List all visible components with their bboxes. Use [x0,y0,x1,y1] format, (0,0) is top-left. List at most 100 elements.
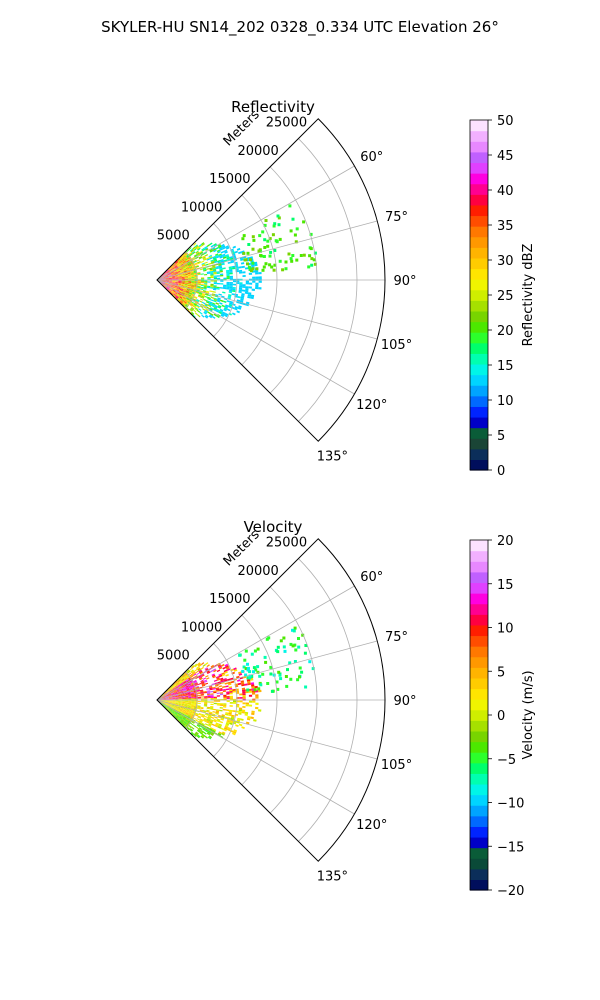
data-cell [202,256,206,259]
data-cell [165,281,169,282]
colorbar-tick-label: 15 [497,359,514,374]
data-cell [171,686,175,689]
data-cell [204,701,208,703]
data-cell [184,697,189,699]
data-cell [197,280,201,282]
data-cell [204,280,208,282]
data-cell [304,685,308,689]
data-cell [184,714,188,717]
data-cell [288,661,292,665]
data-cell [176,714,180,718]
data-cell [188,725,192,729]
data-cell [181,258,185,262]
data-cell [177,287,181,289]
data-cell [176,294,180,298]
data-cell [184,273,188,275]
data-cell [199,689,204,692]
data-cell [186,680,190,683]
data-cell [191,701,195,702]
data-cell [189,290,193,293]
data-cell [176,682,180,686]
data-cell [177,713,181,716]
data-cell [168,695,172,697]
data-cell [251,684,255,687]
data-cell [165,698,169,700]
data-cell [178,259,182,263]
data-cell [216,692,220,695]
data-cell [169,708,172,711]
data-cell [187,286,191,289]
data-cell [165,278,169,280]
data-cell [184,285,188,287]
data-cell [165,281,169,283]
data-cell [165,707,169,711]
data-cell [175,278,179,279]
colorbar-swatch [470,550,488,562]
data-cell [257,687,261,691]
data-cell [214,253,219,256]
data-cell [204,703,208,705]
data-cell [232,690,236,693]
data-cell [201,682,205,685]
data-cell [210,703,214,706]
angular-grid-line [156,699,378,760]
data-cell [181,713,185,716]
data-cell [165,700,169,702]
data-cell [174,274,179,276]
data-cell [216,275,221,277]
colorbar-swatch [470,310,488,323]
colorbar-swatch [470,236,488,248]
data-cell [209,721,213,724]
data-cell [187,263,192,266]
data-cell [172,688,176,691]
data-cell [174,264,177,268]
data-cell [204,723,209,726]
data-cell [173,714,176,717]
data-cell [181,265,185,268]
data-cell [173,263,176,266]
data-cell [285,684,289,688]
data-cell [213,679,218,682]
data-cell [204,310,208,314]
data-cell [217,297,221,300]
data-cell [218,714,222,717]
data-cell [222,291,226,294]
data-cell [197,662,201,666]
data-cell [185,684,189,687]
data-cell [187,284,191,286]
data-cell [162,702,166,704]
data-cell [281,268,285,272]
data-cell [188,280,192,282]
data-cell [199,290,203,293]
data-cell [181,285,185,287]
data-cell [173,288,177,291]
data-cell [227,295,232,298]
data-cell [175,696,179,698]
data-cell [178,281,182,282]
data-cell [226,668,231,671]
data-cell [166,269,169,273]
colorbar-swatch [470,321,488,333]
data-cell [218,263,222,266]
data-cell [181,694,185,696]
data-cell [176,262,180,266]
data-cell [241,684,245,687]
data-cell [238,305,242,308]
data-cell [182,266,186,269]
data-cell [177,718,181,721]
data-cell [172,280,176,282]
data-cell [217,664,221,667]
data-cell [206,688,210,690]
data-cell [168,703,172,706]
data-cell [183,681,187,684]
data-cell [191,702,195,704]
data-cell [215,676,220,679]
data-cell [269,250,273,254]
data-cell [262,255,266,258]
data-cell [175,283,179,285]
data-cell [256,670,260,674]
data-cell [166,689,169,693]
data-cell [229,257,234,261]
data-cell [172,702,176,704]
data-cell [206,690,210,692]
